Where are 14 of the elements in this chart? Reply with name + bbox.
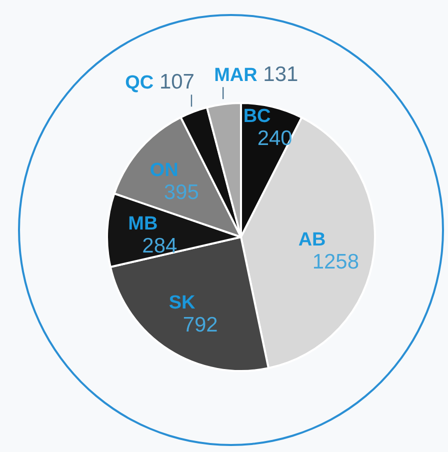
data-label: 284 bbox=[142, 234, 178, 258]
data-label: 107 bbox=[159, 70, 194, 94]
slice-label: ON bbox=[150, 160, 178, 181]
slice-label: AB bbox=[298, 230, 326, 251]
slice-label: MAR bbox=[214, 65, 258, 86]
data-label: 1258 bbox=[312, 250, 360, 274]
data-label: 240 bbox=[257, 126, 292, 150]
data-label: 792 bbox=[182, 314, 218, 336]
data-label: 395 bbox=[164, 180, 199, 204]
slice-label: BC bbox=[243, 106, 272, 127]
slice-label: MB bbox=[128, 213, 158, 234]
data-label: 131 bbox=[263, 63, 298, 86]
slice-label: QC bbox=[125, 72, 154, 94]
slice-label: SK bbox=[168, 292, 196, 314]
